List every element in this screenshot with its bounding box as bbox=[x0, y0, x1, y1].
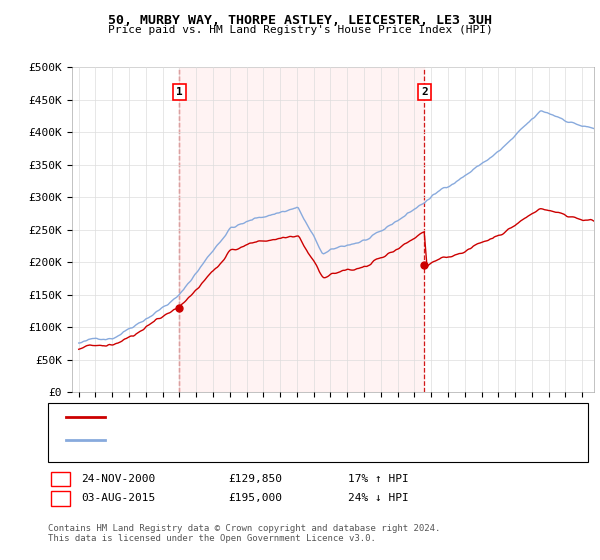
Text: £195,000: £195,000 bbox=[228, 493, 282, 503]
Text: 1: 1 bbox=[176, 87, 183, 97]
Text: 2: 2 bbox=[57, 493, 64, 503]
Text: 2: 2 bbox=[421, 87, 428, 97]
Text: 17% ↑ HPI: 17% ↑ HPI bbox=[348, 474, 409, 484]
Text: 24-NOV-2000: 24-NOV-2000 bbox=[81, 474, 155, 484]
Text: £129,850: £129,850 bbox=[228, 474, 282, 484]
Text: 50, MURBY WAY, THORPE ASTLEY, LEICESTER, LE3 3UH: 50, MURBY WAY, THORPE ASTLEY, LEICESTER,… bbox=[108, 14, 492, 27]
Text: 03-AUG-2015: 03-AUG-2015 bbox=[81, 493, 155, 503]
Text: 50, MURBY WAY, THORPE ASTLEY, LEICESTER, LE3 3UH (detached house): 50, MURBY WAY, THORPE ASTLEY, LEICESTER,… bbox=[108, 412, 514, 422]
Text: HPI: Average price, detached house, Blaby: HPI: Average price, detached house, Blab… bbox=[108, 435, 364, 445]
Text: 24% ↓ HPI: 24% ↓ HPI bbox=[348, 493, 409, 503]
Text: Price paid vs. HM Land Registry's House Price Index (HPI): Price paid vs. HM Land Registry's House … bbox=[107, 25, 493, 35]
Text: Contains HM Land Registry data © Crown copyright and database right 2024.
This d: Contains HM Land Registry data © Crown c… bbox=[48, 524, 440, 543]
Text: 1: 1 bbox=[57, 474, 64, 484]
Bar bbox=[179, 67, 424, 392]
